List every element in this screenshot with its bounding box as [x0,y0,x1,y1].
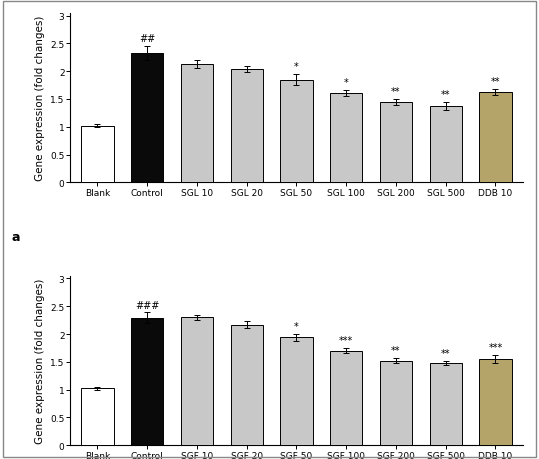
Bar [380,102,412,183]
Text: ***: *** [488,342,502,353]
Bar [430,106,462,183]
Y-axis label: Gene expression (fold changes): Gene expression (fold changes) [34,16,45,181]
Text: **: ** [441,90,451,100]
Bar [330,351,362,445]
Text: **: ** [391,87,400,97]
Y-axis label: Gene expression (fold changes): Gene expression (fold changes) [34,278,45,443]
Text: **: ** [441,348,451,358]
Text: *: * [344,78,349,88]
Bar [181,65,213,183]
Text: **: ** [391,345,400,355]
Text: *: * [294,62,299,72]
Text: a: a [11,230,20,243]
Bar [479,359,512,445]
Bar [380,361,412,445]
Text: ###: ### [135,300,160,310]
Bar [231,70,263,183]
Bar [81,389,114,445]
Bar [330,94,362,183]
Bar [430,363,462,445]
Text: **: ** [490,77,500,87]
Bar [131,318,163,445]
Bar [479,93,512,183]
Bar [280,338,313,445]
Bar [231,325,263,445]
Text: *: * [294,321,299,331]
Text: ##: ## [139,34,155,44]
Bar [280,80,313,183]
Bar [181,318,213,445]
Text: ***: *** [339,336,354,345]
Bar [131,54,163,183]
Bar [81,126,114,183]
